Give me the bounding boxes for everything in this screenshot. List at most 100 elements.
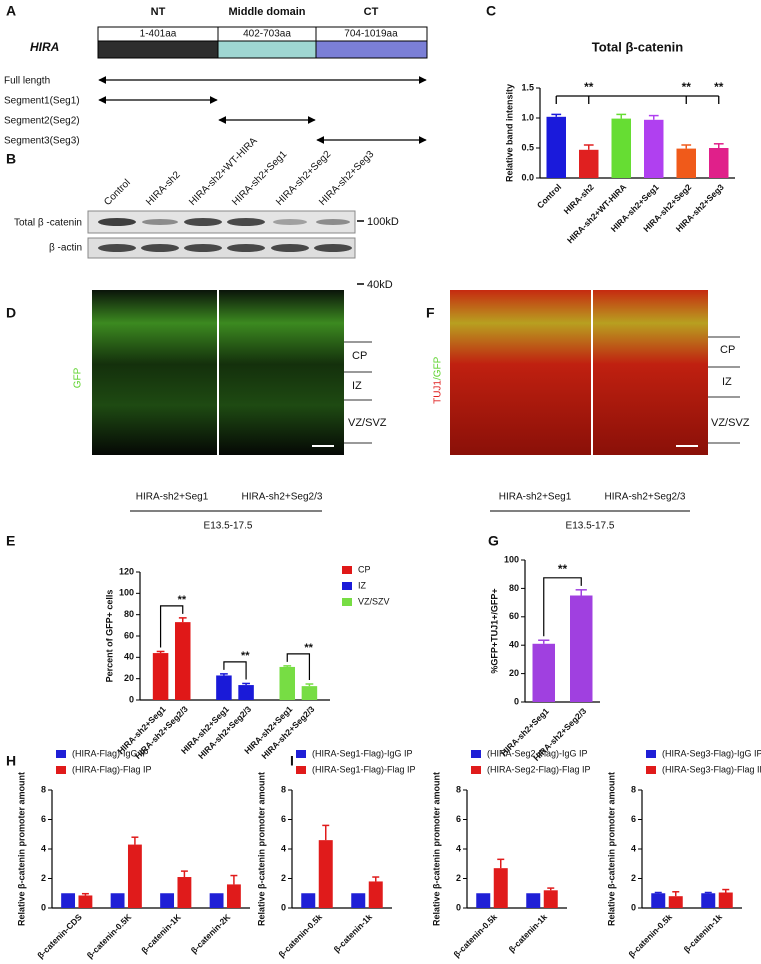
x-tick-label: β-catenin-0.5k bbox=[452, 912, 500, 960]
x-tick-label: HIRA-sh2 bbox=[562, 182, 596, 216]
legend-label: (HIRA-Seg3-Flag)-Flag IP bbox=[662, 764, 761, 774]
y-tick-label: 4 bbox=[281, 843, 286, 853]
sig-bracket bbox=[159, 605, 184, 648]
legend-swatch bbox=[342, 582, 352, 590]
blot-band bbox=[314, 244, 352, 252]
domain-box bbox=[97, 40, 219, 59]
bar bbox=[238, 685, 254, 700]
y-tick-label: 1.5 bbox=[521, 82, 534, 92]
legend-label: CP bbox=[358, 564, 371, 574]
domain-box bbox=[315, 40, 428, 59]
y-tick-label: 40 bbox=[509, 640, 519, 650]
legend-swatch bbox=[56, 750, 66, 758]
condition-label: HIRA-sh2+Seg1 bbox=[136, 492, 209, 503]
blot-band bbox=[98, 218, 136, 226]
blot-band bbox=[141, 244, 179, 252]
legend-swatch bbox=[471, 750, 481, 758]
bar bbox=[493, 868, 508, 908]
stain-label: /GFP bbox=[433, 356, 444, 380]
bar bbox=[579, 149, 599, 178]
y-tick-label: 0 bbox=[631, 902, 636, 912]
size-marker: 40kD bbox=[367, 279, 393, 291]
bar bbox=[651, 893, 666, 908]
y-tick-label: 4 bbox=[41, 843, 46, 853]
y-tick-label: 2 bbox=[631, 873, 636, 883]
panel-label: C bbox=[486, 3, 496, 19]
x-tick-label: β-catenin-0.5k bbox=[277, 912, 325, 960]
bar bbox=[110, 893, 125, 908]
legend-swatch bbox=[646, 766, 656, 774]
stage-label: E13.5-17.5 bbox=[204, 521, 253, 532]
lane-label: HIRA-sh2+WT-HIRA bbox=[187, 135, 260, 208]
panel-label: F bbox=[426, 305, 435, 321]
construct-label: Segment2(Seg2) bbox=[4, 116, 80, 127]
bar bbox=[216, 675, 232, 700]
bar bbox=[546, 116, 566, 178]
bar bbox=[226, 884, 241, 908]
y-tick-label: 6 bbox=[456, 814, 461, 824]
domain-name: CT bbox=[364, 6, 379, 18]
x-tick-label: β-catenin-1k bbox=[332, 912, 375, 955]
legend-label: (HIRA-Seg2-Flag)-Flag IP bbox=[487, 764, 591, 774]
panel-label: B bbox=[6, 151, 16, 167]
lane-label: HIRA-sh2 bbox=[144, 169, 183, 208]
sig-bracket bbox=[223, 661, 247, 680]
bar bbox=[174, 622, 191, 700]
y-tick-label: 20 bbox=[509, 668, 519, 678]
y-tick-label: 0 bbox=[456, 902, 461, 912]
domain-name: NT bbox=[151, 6, 166, 18]
y-tick-label: 0 bbox=[41, 902, 46, 912]
domain-box bbox=[217, 40, 317, 59]
y-tick-label: 0 bbox=[514, 696, 519, 706]
bar bbox=[668, 896, 683, 908]
y-tick-label: 60 bbox=[509, 611, 519, 621]
chart-title: Total β-catenin bbox=[592, 39, 684, 54]
legend-swatch bbox=[471, 766, 481, 774]
y-tick-label: 60 bbox=[124, 630, 134, 640]
bar bbox=[351, 893, 366, 908]
y-axis-label: %GFP+TUJ1+/GFP+ bbox=[489, 588, 499, 673]
row-label: Total β -catenin bbox=[14, 218, 82, 229]
y-tick-label: 2 bbox=[456, 873, 461, 883]
blot-band bbox=[98, 244, 136, 252]
blot-band bbox=[184, 218, 222, 226]
micrograph bbox=[450, 290, 708, 455]
bar bbox=[701, 893, 716, 908]
bar bbox=[676, 148, 696, 178]
y-tick-label: 8 bbox=[631, 784, 636, 794]
y-axis-label: Relative β-catenin promoter amount bbox=[431, 772, 441, 926]
significance: ** bbox=[558, 562, 568, 576]
y-tick-label: 8 bbox=[281, 784, 286, 794]
y-tick-label: 80 bbox=[124, 609, 134, 619]
panel-label: E bbox=[6, 533, 15, 549]
legend-label: IZ bbox=[358, 580, 367, 590]
x-tick-label: β-catenin-0.5K bbox=[85, 911, 134, 960]
blot-band bbox=[316, 219, 350, 225]
y-tick-label: 2 bbox=[41, 873, 46, 883]
bar bbox=[476, 893, 491, 908]
bar bbox=[644, 119, 664, 178]
x-tick-label: β-catenin-1K bbox=[139, 911, 183, 955]
layer-label: IZ bbox=[352, 380, 362, 392]
bar bbox=[543, 890, 558, 908]
y-axis-label: Percent of GFP+ cells bbox=[104, 590, 114, 683]
bar bbox=[318, 840, 333, 908]
x-tick-label: β-catenin-0.5k bbox=[627, 912, 675, 960]
stage-label: E13.5-17.5 bbox=[566, 521, 615, 532]
panel-label: A bbox=[6, 3, 16, 19]
blot-band bbox=[184, 244, 222, 252]
y-tick-label: 120 bbox=[119, 566, 134, 576]
sig-bracket bbox=[286, 653, 311, 680]
legend-swatch bbox=[296, 766, 306, 774]
legend-label: (HIRA-Seg1-Flag)-IgG IP bbox=[312, 748, 413, 758]
y-axis-label: Relative β-catenin promoter amount bbox=[16, 772, 26, 926]
row-label: β -actin bbox=[49, 243, 82, 254]
significance: ** bbox=[178, 594, 187, 606]
bar bbox=[570, 595, 593, 702]
construct-label: Full length bbox=[4, 76, 50, 87]
domain-range: 1-401aa bbox=[140, 29, 177, 40]
bar bbox=[78, 895, 93, 908]
layer-label: VZ/SVZ bbox=[711, 417, 750, 429]
bar bbox=[718, 892, 733, 908]
x-tick-label: β-catenin-1k bbox=[682, 912, 725, 955]
